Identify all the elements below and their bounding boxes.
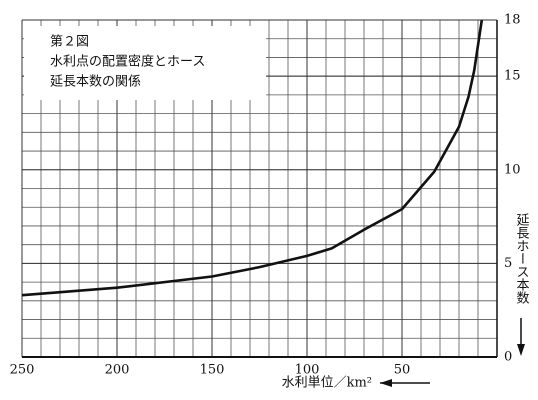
y-tick-label: 15 bbox=[504, 69, 521, 84]
y-tick-label: 10 bbox=[504, 162, 521, 177]
line bbox=[21, 19, 484, 297]
y-tick-label: 0 bbox=[504, 350, 512, 365]
chart-title: 水利点の配置密度とホース bbox=[50, 54, 205, 70]
y-arrow-head bbox=[517, 344, 525, 356]
chart-title: 第２図 bbox=[50, 35, 89, 50]
x-tick-label: 150 bbox=[200, 363, 225, 378]
x-arrow-head bbox=[380, 379, 392, 387]
x-tick-label: 100 bbox=[295, 363, 320, 378]
x-axis-label: 水利単位／km² bbox=[282, 375, 372, 391]
x-tick-label: 250 bbox=[10, 363, 35, 378]
y-tick-label: 5 bbox=[504, 256, 512, 271]
chart-title: 延長本数の関係 bbox=[50, 75, 141, 90]
title-box bbox=[24, 26, 266, 100]
x-tick-label: 50 bbox=[394, 363, 411, 378]
y-tick-label: 18 bbox=[504, 13, 521, 28]
x-tick-label: 200 bbox=[105, 363, 130, 378]
y-axis-label: 延長ホース本数 bbox=[514, 213, 530, 304]
